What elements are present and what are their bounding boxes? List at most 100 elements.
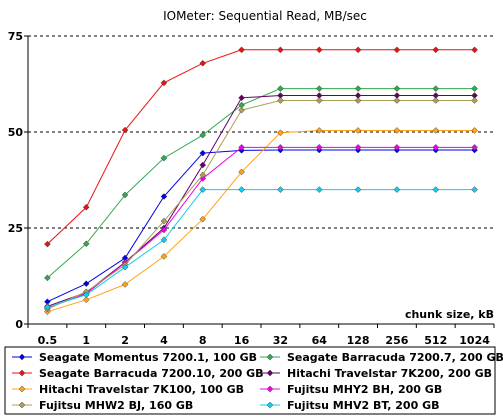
x-tick-label-64: 64 — [312, 334, 328, 347]
series-5-point-9 — [393, 144, 401, 151]
x-tick-label-256: 256 — [385, 334, 408, 347]
series-line-7 — [47, 189, 475, 308]
series-6-point-8 — [354, 97, 362, 104]
series-2-point-5 — [238, 46, 245, 54]
series-6-point-3 — [160, 217, 168, 225]
series-6-point-4 — [199, 171, 207, 179]
series-1-point-7 — [315, 85, 323, 92]
series-5-point-8 — [354, 144, 362, 151]
legend-swatch-marker-3 — [266, 369, 274, 377]
series-2-point-11 — [471, 46, 478, 54]
series-4-point-11 — [471, 127, 478, 134]
series-6-point-6 — [277, 97, 284, 104]
legend-label-0: Seagate Momentus 7200.1, 100 GB — [39, 351, 257, 364]
legend-box — [4, 346, 496, 415]
series-2-point-7 — [315, 46, 323, 54]
legend-label-2: Seagate Barracuda 7200.10, 200 GB — [39, 367, 264, 380]
x-tick-label-8: 8 — [199, 334, 207, 347]
series-line-6 — [47, 100, 475, 310]
series-2-point-6 — [277, 46, 284, 54]
series-4-point-8 — [354, 127, 362, 134]
series-1-point-1 — [82, 240, 90, 248]
series-7-point-3 — [160, 236, 168, 244]
series-1-point-2 — [121, 191, 129, 199]
x-tick-label-32: 32 — [273, 334, 288, 347]
chart-title: IOMeter: Sequential Read, MB/sec — [163, 9, 367, 23]
series-7-point-6 — [277, 186, 284, 193]
series-2-point-9 — [393, 46, 401, 54]
series-7-point-11 — [471, 186, 478, 193]
series-6-point-7 — [315, 97, 323, 104]
y-tick-label-50: 50 — [8, 126, 24, 139]
series-5-point-6 — [277, 144, 284, 151]
series-1-point-3 — [160, 154, 168, 162]
series-4-point-5 — [238, 168, 245, 176]
plot-area: 0 25 50 75 0.5 1 2 4 8 16 32 64 128 256 512 1024 — [8, 30, 495, 347]
series-2-point-0 — [44, 240, 51, 248]
legend: Seagate Momentus 7200.1, 100 GB Seagate B… — [4, 346, 503, 415]
series-line-5 — [47, 146, 475, 309]
series-4-point-10 — [432, 127, 440, 134]
legend-label-4: Hitachi Travelstar 7K100, 100 GB — [39, 383, 244, 396]
series-line-4 — [47, 130, 475, 313]
series-7-point-2 — [121, 263, 129, 271]
series-1-point-9 — [393, 85, 401, 92]
legend-swatch-marker-7 — [266, 401, 274, 409]
series-7-point-4 — [199, 186, 207, 193]
series-2-point-2 — [121, 126, 129, 134]
series-1-point-4 — [199, 131, 207, 139]
series-6-point-5 — [238, 106, 245, 114]
series-4-point-3 — [160, 253, 168, 260]
series-2-point-4 — [199, 59, 207, 67]
series-5-point-7 — [315, 144, 323, 151]
x-axis-label: chunk size, kB — [405, 308, 494, 321]
series-6-point-9 — [393, 97, 401, 104]
series-1-point-8 — [354, 85, 362, 92]
x-tick-label-4: 4 — [160, 334, 168, 347]
legend-swatch-marker-5 — [266, 385, 274, 393]
x-tick-label-1: 1 — [82, 334, 90, 347]
series-4-point-6 — [277, 129, 284, 137]
legend-swatch-marker-1 — [266, 353, 274, 361]
y-tick-label-75: 75 — [8, 30, 23, 43]
series-7-point-8 — [354, 186, 362, 193]
series-5-point-3 — [160, 226, 168, 234]
x-tick-label-2: 2 — [121, 334, 129, 347]
legend-label-5: Fujitsu MHY2 BH, 200 GB — [287, 383, 442, 396]
series-6-point-10 — [432, 97, 440, 104]
x-tick-label-0.5: 0.5 — [38, 334, 58, 347]
series-2-point-1 — [82, 203, 90, 211]
legend-swatch-marker-4 — [18, 385, 26, 393]
series-4-point-4 — [199, 215, 207, 223]
x-tick-label-128: 128 — [347, 334, 370, 347]
x-tick-label-512: 512 — [424, 334, 447, 347]
series-2-point-3 — [160, 79, 168, 87]
legend-label-7: Fujitsu MHV2 BT, 200 GB — [287, 399, 440, 412]
series-7-point-10 — [432, 186, 440, 193]
series-4-point-9 — [393, 127, 401, 134]
series-1-point-6 — [277, 85, 284, 92]
series-1-point-11 — [471, 85, 478, 92]
series-7-point-5 — [238, 186, 245, 193]
series-line-1 — [47, 88, 475, 279]
series-6-point-11 — [471, 97, 478, 104]
y-tick-label-25: 25 — [8, 222, 23, 235]
series-0-point-4 — [199, 149, 207, 157]
x-tick-label-1024: 1024 — [459, 334, 490, 347]
series-3-point-5 — [238, 94, 245, 102]
series-5-point-5 — [238, 144, 245, 151]
legend-label-6: Fujitsu MHW2 BJ, 160 GB — [39, 399, 193, 412]
legend-swatch-marker-0 — [18, 353, 26, 361]
series-7-point-1 — [82, 291, 90, 299]
legend-swatch-marker-6 — [18, 401, 26, 409]
series-5-point-10 — [432, 144, 440, 151]
series-1-point-10 — [432, 85, 440, 92]
series-5-point-11 — [471, 144, 478, 151]
series-3-point-4 — [199, 161, 207, 169]
series-line-2 — [47, 49, 475, 245]
legend-label-1: Seagate Barracuda 7200.7, 200 GB — [287, 351, 503, 364]
series-0-point-3 — [160, 193, 168, 200]
series-7-point-7 — [315, 186, 323, 193]
series-2-point-10 — [432, 46, 440, 54]
